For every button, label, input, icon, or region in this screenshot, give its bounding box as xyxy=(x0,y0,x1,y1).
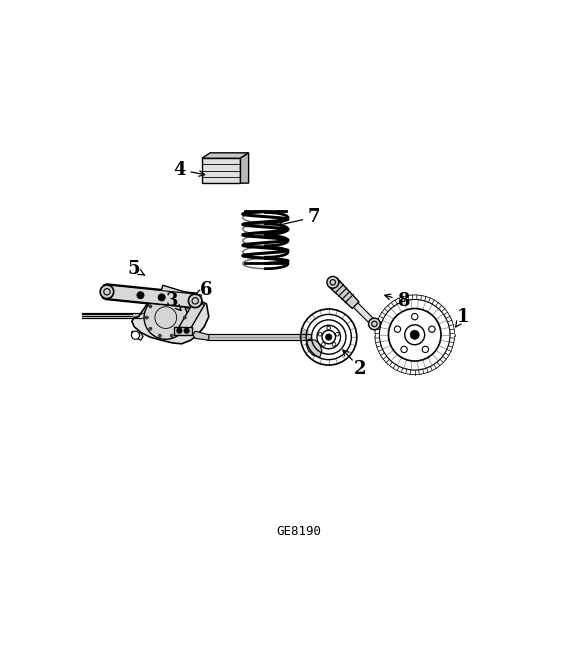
Polygon shape xyxy=(202,158,241,183)
Polygon shape xyxy=(353,303,377,326)
Text: 4: 4 xyxy=(173,161,186,179)
Circle shape xyxy=(100,285,114,299)
Circle shape xyxy=(189,294,202,308)
Circle shape xyxy=(179,305,183,308)
Polygon shape xyxy=(179,299,204,332)
Circle shape xyxy=(170,298,173,301)
Polygon shape xyxy=(106,285,196,308)
Circle shape xyxy=(179,327,183,330)
Circle shape xyxy=(184,328,189,333)
Text: 1: 1 xyxy=(457,308,470,326)
Circle shape xyxy=(158,298,162,301)
Circle shape xyxy=(183,316,186,319)
Text: 2: 2 xyxy=(354,360,367,378)
Circle shape xyxy=(149,327,152,330)
Text: GE8190: GE8190 xyxy=(277,525,322,538)
Circle shape xyxy=(388,308,441,361)
Circle shape xyxy=(144,296,187,339)
Polygon shape xyxy=(241,153,249,183)
Polygon shape xyxy=(174,326,192,335)
Text: 6: 6 xyxy=(200,281,213,299)
Circle shape xyxy=(410,330,419,339)
Circle shape xyxy=(170,334,173,337)
Polygon shape xyxy=(132,293,209,344)
Polygon shape xyxy=(306,339,322,357)
Circle shape xyxy=(176,328,182,333)
Circle shape xyxy=(145,316,148,319)
Circle shape xyxy=(369,318,380,330)
Polygon shape xyxy=(104,285,194,308)
Polygon shape xyxy=(159,285,201,308)
Circle shape xyxy=(149,305,152,308)
Circle shape xyxy=(325,334,332,340)
Circle shape xyxy=(137,292,144,299)
Circle shape xyxy=(158,293,165,301)
Text: 7: 7 xyxy=(308,208,321,226)
Polygon shape xyxy=(329,278,359,308)
Polygon shape xyxy=(132,331,143,340)
Text: 3: 3 xyxy=(165,292,178,310)
Polygon shape xyxy=(301,330,311,340)
Circle shape xyxy=(405,325,425,344)
Polygon shape xyxy=(102,284,192,307)
Polygon shape xyxy=(202,153,249,158)
Text: 8: 8 xyxy=(397,292,409,310)
Circle shape xyxy=(158,334,162,337)
Circle shape xyxy=(327,277,339,288)
Polygon shape xyxy=(193,331,209,340)
Circle shape xyxy=(131,331,140,339)
Text: 5: 5 xyxy=(128,260,140,278)
